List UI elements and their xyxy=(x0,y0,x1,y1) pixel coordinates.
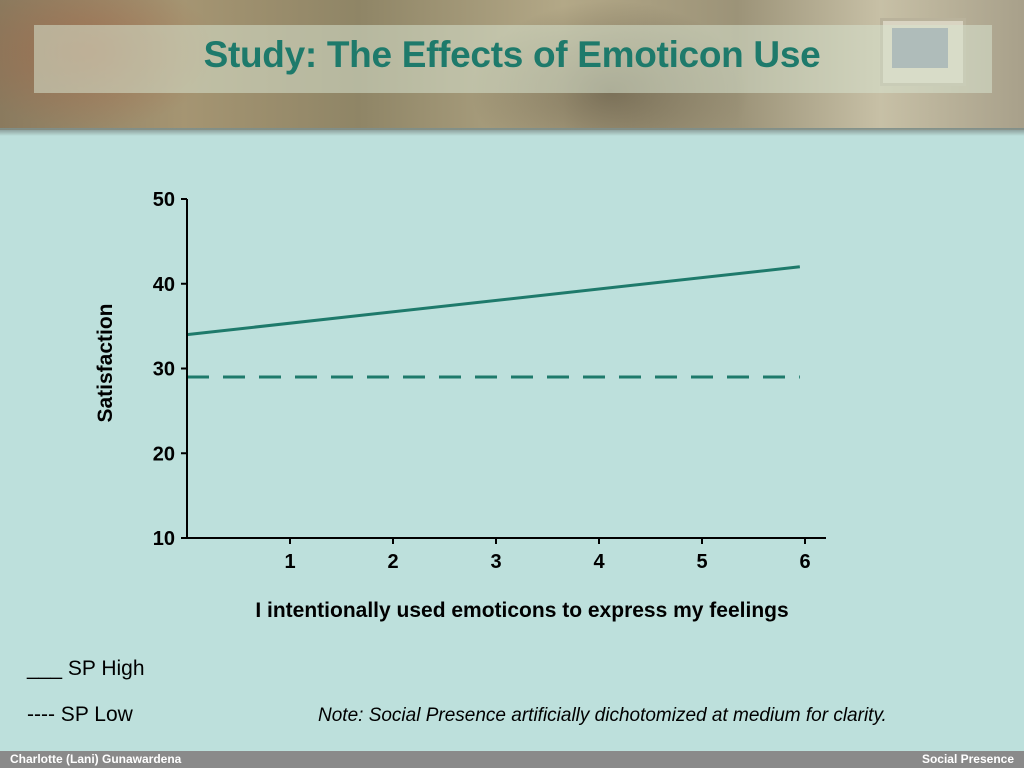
header-photo-banner: Study: The Effects of Emoticon Use xyxy=(0,0,1024,130)
x-tick-label: 2 xyxy=(387,551,398,573)
chart-note: Note: Social Presence artificially dicho… xyxy=(318,705,887,726)
legend-item-sp-high: ___ SP High xyxy=(27,657,145,680)
x-axis-title: I intentionally used emoticons to expres… xyxy=(255,599,788,622)
page-title: Study: The Effects of Emoticon Use xyxy=(203,34,821,75)
x-tick-label: 4 xyxy=(593,551,605,573)
footer-topic: Social Presence xyxy=(921,752,1014,766)
header-shadow xyxy=(0,128,1024,136)
x-tick-label: 1 xyxy=(284,551,295,573)
footer-author: Charlotte (Lani) Gunawardena xyxy=(10,752,182,766)
y-tick-label: 50 xyxy=(153,189,175,211)
x-tick-label: 3 xyxy=(490,551,501,573)
x-tick-label: 6 xyxy=(799,551,810,573)
y-tick-label: 10 xyxy=(153,528,175,550)
title-band xyxy=(34,25,992,93)
series-line-sp-high xyxy=(186,265,801,337)
footer-bar: Charlotte (Lani) Gunawardena Social Pres… xyxy=(0,751,1024,768)
legend-item-sp-low: ---- SP Low xyxy=(27,703,133,726)
y-tick-label: 40 xyxy=(153,274,175,296)
y-axis-title: Satisfaction xyxy=(94,303,117,422)
y-tick-label: 20 xyxy=(153,443,175,465)
y-tick-label: 30 xyxy=(153,359,175,381)
x-tick-label: 5 xyxy=(696,551,707,573)
